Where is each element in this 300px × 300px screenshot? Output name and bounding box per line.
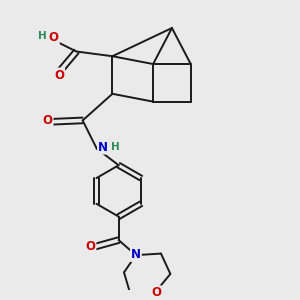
Text: H: H: [111, 142, 120, 152]
Text: O: O: [49, 31, 59, 44]
Text: O: O: [43, 114, 52, 127]
Text: O: O: [85, 240, 95, 253]
Text: N: N: [131, 248, 141, 261]
Text: H: H: [38, 32, 46, 41]
Text: O: O: [151, 286, 161, 299]
Text: N: N: [98, 141, 108, 154]
Text: O: O: [54, 68, 64, 82]
